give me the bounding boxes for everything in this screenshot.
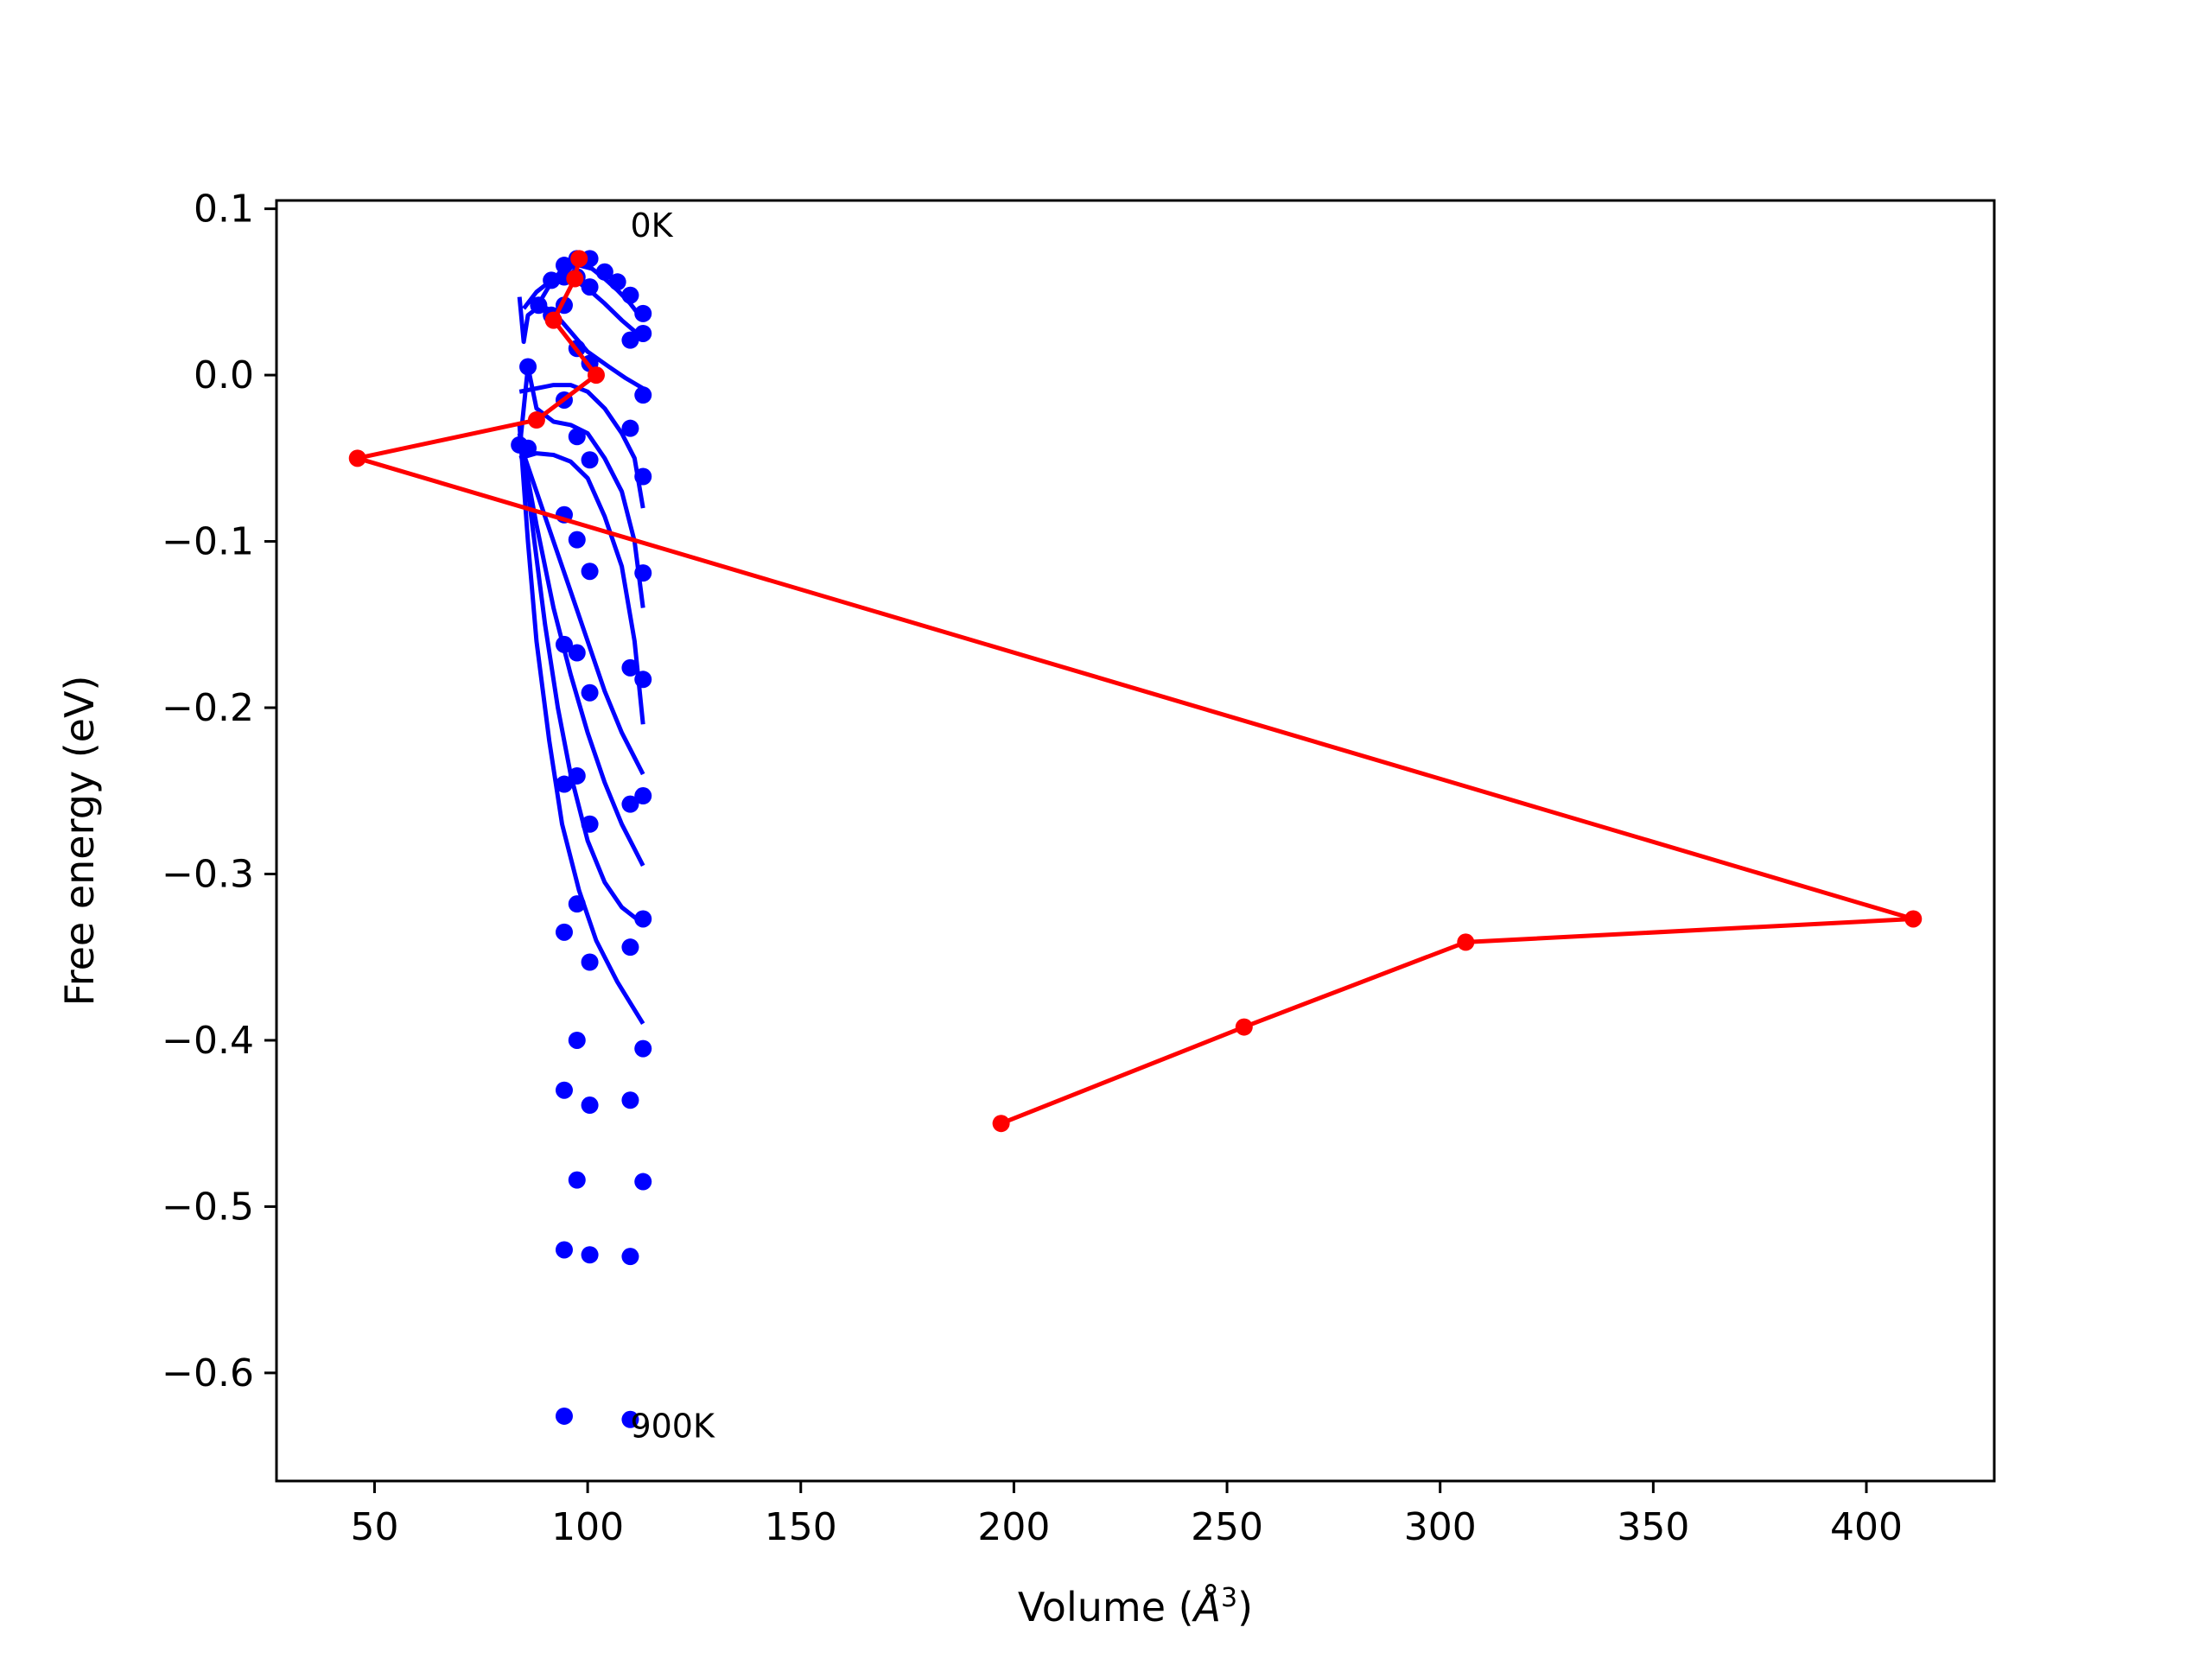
data-point [621, 938, 639, 957]
data-point [568, 428, 586, 446]
minima-point [992, 1115, 1010, 1133]
data-point [634, 671, 652, 689]
fit-curve [517, 433, 645, 868]
x-tick-label: 350 [1617, 1505, 1689, 1549]
temperature-annotation: 900K [630, 1407, 715, 1445]
y-tick-label: −0.2 [162, 686, 254, 730]
minima-point [1457, 933, 1475, 951]
data-point [634, 324, 652, 342]
x-tick-label: 150 [765, 1505, 837, 1549]
minima-point [527, 411, 545, 429]
x-tick-label: 50 [350, 1505, 398, 1549]
data-point [519, 439, 537, 457]
data-point [621, 658, 639, 677]
data-point [621, 286, 639, 304]
data-point [634, 564, 652, 582]
data-point [555, 775, 573, 793]
y-tick-label: −0.3 [162, 852, 254, 896]
data-point [581, 1246, 599, 1264]
x-axis-label: Volume (Å3) [1018, 1583, 1253, 1631]
data-point [581, 278, 599, 296]
data-point [555, 635, 573, 653]
fit-curve [517, 424, 645, 1026]
data-point [634, 910, 652, 928]
plot-frame [275, 199, 1996, 1483]
data-point [634, 386, 652, 404]
data-point [621, 1410, 639, 1428]
x-tick-label: 200 [977, 1505, 1050, 1549]
minima-point [348, 449, 366, 467]
data-point [530, 296, 548, 315]
data-point [568, 644, 586, 662]
data-point [621, 419, 639, 437]
plot-area [348, 250, 1923, 1428]
data-point [568, 1171, 586, 1189]
axis-ticks: 50 100 150 200 250 300 350 400 0.1 0.0 −0.1 −0.2 −0.… [162, 188, 1903, 1549]
y-tick-label: 0.1 [194, 188, 254, 232]
data-point [621, 1091, 639, 1109]
fit-curve [517, 296, 645, 391]
data-point [634, 467, 652, 486]
y-tick-label: 0.0 [194, 353, 254, 397]
data-point [634, 304, 652, 322]
data-point [634, 1173, 652, 1191]
y-tick-label: −0.4 [162, 1019, 254, 1063]
minima-point [587, 366, 605, 385]
fit-curve [517, 441, 645, 776]
series-group [348, 250, 1923, 1428]
temperature-annotation: 0K [630, 207, 673, 245]
data-point [519, 358, 537, 376]
data-point [555, 1081, 573, 1099]
data-point [634, 787, 652, 805]
minima-point [570, 250, 588, 268]
data-point [568, 531, 586, 549]
data-point [581, 953, 599, 971]
data-point [555, 923, 573, 941]
data-point [581, 563, 599, 581]
minima-point [1904, 910, 1923, 928]
data-point [555, 1241, 573, 1259]
y-tick-label: −0.1 [162, 520, 254, 564]
minima-line [355, 257, 1916, 1126]
data-point [555, 1407, 573, 1425]
data-point [568, 1031, 586, 1049]
x-tick-label: 300 [1404, 1505, 1477, 1549]
data-point [581, 815, 599, 833]
y-tick-label: −0.6 [162, 1351, 254, 1395]
data-point [621, 795, 639, 813]
data-point [568, 766, 586, 785]
annotations: 0K 900K [630, 207, 715, 1446]
fit-curve [518, 383, 645, 509]
data-point [608, 273, 626, 291]
data-point [581, 1096, 599, 1115]
data-point [621, 331, 639, 349]
fit-curve [518, 451, 645, 725]
data-point [595, 263, 613, 281]
data-point [581, 683, 599, 702]
minima-point [544, 311, 563, 329]
data-point [621, 1248, 639, 1266]
data-point [634, 1039, 652, 1058]
y-tick-label: −0.5 [162, 1185, 254, 1229]
minima-point [566, 270, 584, 288]
x-tick-label: 400 [1830, 1505, 1903, 1549]
x-tick-label: 250 [1191, 1505, 1263, 1549]
x-tick-label: 100 [551, 1505, 624, 1549]
data-point [581, 451, 599, 469]
y-axis-label: Free energy (eV) [56, 676, 103, 1007]
minima-point [1235, 1018, 1253, 1036]
data-point [568, 895, 586, 913]
